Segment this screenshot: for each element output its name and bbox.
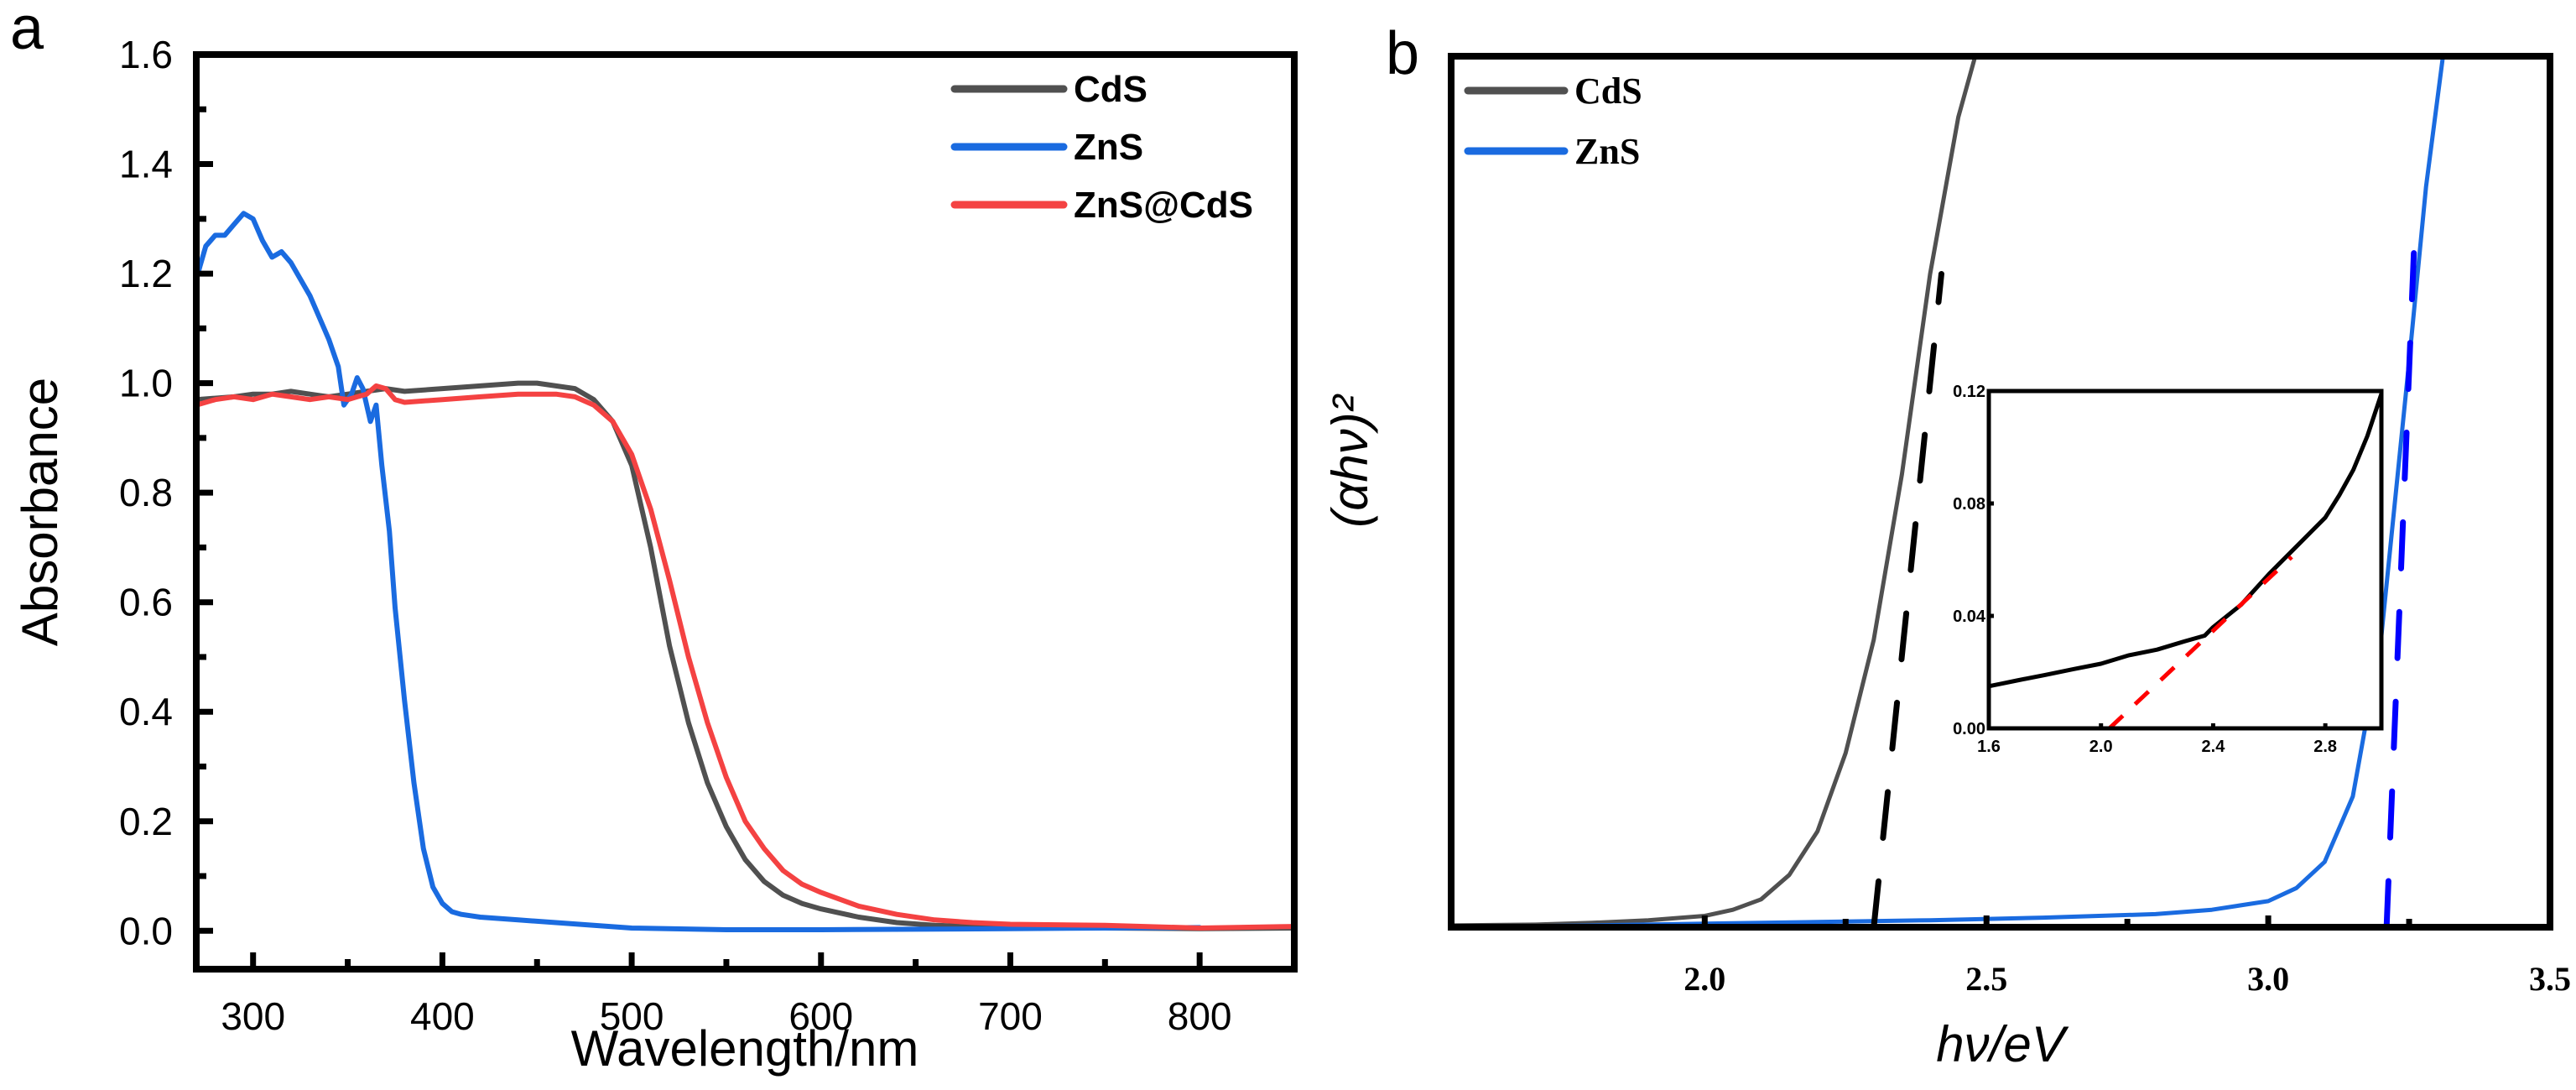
x-tick-label: 2.5 [1965,960,2007,998]
inset-x-tick-label: 1.6 [1977,738,2001,756]
panel-b-y-axis-title: (αhν)² [1322,394,1378,528]
legend-label-zns-cds: ZnS@CdS [1074,185,1253,226]
y-tick-label: 0.6 [119,581,173,624]
series-line-zns [196,211,1203,932]
x-tick-label: 300 [221,994,285,1038]
y-tick-label: 1.4 [119,143,173,186]
inset-x-tick-label: 2.8 [2313,738,2337,756]
series-line-cds [196,380,1294,931]
panel-a-legend: CdS ZnS ZnS@CdS [950,69,1253,226]
y-tick-label: 0.0 [119,909,173,952]
fit-line-cds-tangent [1871,271,1944,927]
legend-label-cds: CdS [1074,69,1147,110]
series-line-zns [1451,56,2445,927]
inset-ticks: 1.6 2.0 2.4 2.8 0.00 0.04 0.08 0.12 [1953,383,2337,756]
panel-b-x-axis-title: hν/eV [1936,1016,2069,1072]
x-tick-label: 2.0 [1684,960,1725,998]
panel-b-frame [1448,53,2553,931]
panel-a: a 300 400 500 600 700 800 0.0 0.2 0.4 0.6 0.8 1.0 1.… [10,0,1298,1077]
inset-series-line [1988,393,2384,689]
x-tick-label: 3.5 [2529,960,2571,998]
fit-line-zns-tangent [2383,227,2418,927]
y-tick-label: 1.0 [119,362,173,405]
x-tick-label: 800 [1168,994,1232,1038]
x-tick-label: 500 [600,994,664,1038]
x-tick-label: 700 [978,994,1043,1038]
panel-a-series [196,211,1294,932]
y-tick-label: 0.2 [119,800,173,843]
panel-a-y-axis-title: Absorbance [12,378,68,646]
inset-frame [1986,389,2384,731]
panel-letter-a: a [10,0,44,62]
panel-a-ticks: 300 400 500 600 700 800 0.0 0.2 0.4 0.6 0.8 1.0 1.2 1… [119,33,1231,1038]
inset-y-tick-label: 0.04 [1953,608,1986,626]
legend-label-zns: ZnS [1074,127,1143,168]
inset-background [1989,391,2381,728]
legend-label-cds: CdS [1574,70,1642,112]
series-line-zns-cds [196,383,1294,931]
panel-b: b 2.0 2.5 3.0 3.5 CdS ZnS hν/eV (αhν)² 1.6 2.… [1322,20,2571,1072]
inset-y-tick-label: 0.12 [1953,383,1985,401]
panel-b-inset: 1.6 2.0 2.4 2.8 0.00 0.04 0.08 0.12 [1953,383,2384,756]
inset-fit-line [2108,555,2293,730]
legend-label-zns: ZnS [1574,131,1640,172]
panel-b-series [1451,56,2445,927]
panel-b-legend: CdS ZnS [1464,70,1642,172]
panel-b-ticks: 2.0 2.5 3.0 3.5 [1684,915,2571,998]
inset-x-tick-label: 2.0 [2089,738,2113,756]
y-tick-label: 0.8 [119,471,173,514]
y-tick-label: 0.4 [119,690,173,733]
y-tick-label: 1.2 [119,252,173,295]
inset-y-tick-label: 0.08 [1953,495,1985,514]
panel-a-frame [193,51,1298,973]
inset-series [1988,393,2384,730]
panel-letter-b: b [1386,20,1419,87]
y-tick-label: 1.6 [119,33,173,76]
x-tick-label: 3.0 [2247,960,2289,998]
inset-x-tick-label: 2.4 [2202,738,2226,756]
series-line-cds [1451,56,1978,927]
inset-y-tick-label: 0.00 [1953,720,1985,738]
x-tick-label: 600 [788,994,853,1038]
panel-a-x-axis-title: Wavelength/nm [571,1020,919,1077]
x-tick-label: 400 [410,994,475,1038]
